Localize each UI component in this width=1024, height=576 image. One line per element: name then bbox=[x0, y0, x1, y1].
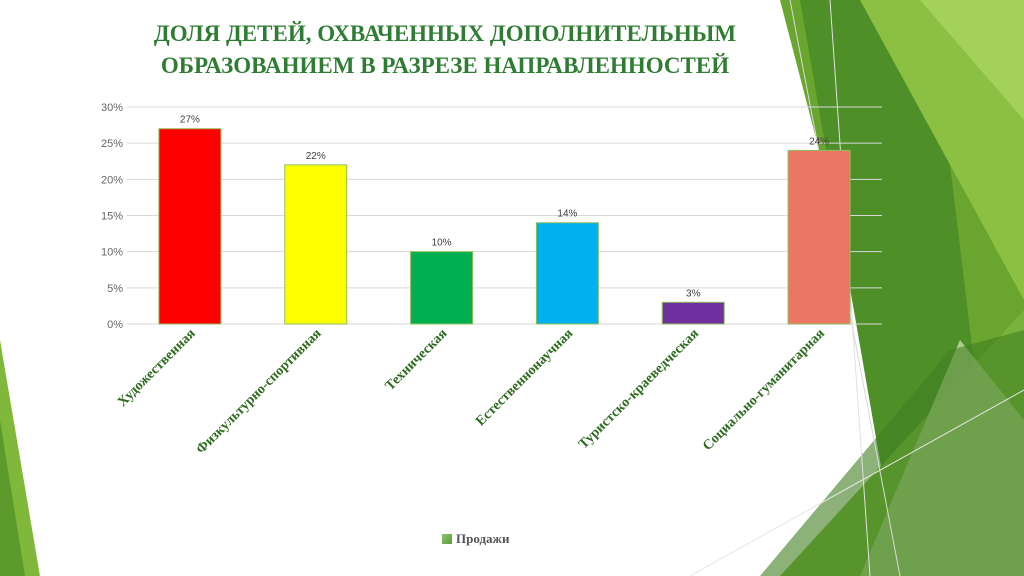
y-axis-ticks: 0% 5% 10% 15% 20% 25% 30% bbox=[101, 102, 123, 331]
data-label: 24% bbox=[809, 136, 829, 147]
y-tick-label: 0% bbox=[107, 319, 123, 331]
data-label: 27% bbox=[180, 115, 200, 126]
bar-6 bbox=[787, 149, 851, 325]
page-title: ДОЛЯ ДЕТЕЙ, ОХВАЧЕННЫХ ДОПОЛНИТЕЛЬНЫМ ОБ… bbox=[60, 18, 830, 82]
x-tick-label: Техническая bbox=[383, 326, 451, 394]
data-label: 10% bbox=[432, 238, 452, 249]
x-tick-label: Художественная bbox=[115, 326, 199, 410]
data-labels: 27% 22% 10% 14% 3% 24% bbox=[180, 115, 829, 300]
x-tick-label: Физкультурно-спортивная bbox=[194, 326, 325, 457]
y-tick-label: 10% bbox=[101, 247, 123, 259]
title-line-1: ДОЛЯ ДЕТЕЙ, ОХВАЧЕННЫХ ДОПОЛНИТЕЛЬНЫМ bbox=[153, 21, 737, 46]
bar-2 bbox=[284, 164, 348, 325]
bar-4 bbox=[535, 222, 599, 325]
legend-label: Продажи bbox=[456, 531, 510, 546]
title-line-2: ОБРАЗОВАНИЕМ В РАЗРЕЗЕ НАПРАВЛЕННОСТЕЙ bbox=[160, 53, 730, 78]
bars bbox=[158, 128, 851, 325]
x-tick-label: Естественнонаучная bbox=[473, 326, 576, 429]
data-label: 22% bbox=[306, 151, 326, 162]
data-label: 3% bbox=[686, 288, 701, 299]
grid-lines bbox=[127, 106, 882, 325]
y-tick-label: 30% bbox=[101, 102, 123, 114]
legend-swatch bbox=[442, 534, 452, 544]
data-label: 14% bbox=[557, 209, 577, 220]
bar-5 bbox=[661, 301, 725, 325]
chart-legend: Продажи bbox=[442, 531, 509, 547]
bar-1 bbox=[158, 128, 222, 325]
bar-3 bbox=[410, 251, 474, 325]
x-tick-label: Социально-гуманитарная bbox=[700, 326, 828, 454]
y-tick-label: 15% bbox=[101, 211, 123, 223]
x-tick-label: Туристско-краеведческая bbox=[576, 326, 702, 452]
y-tick-label: 25% bbox=[101, 138, 123, 150]
y-tick-label: 5% bbox=[107, 283, 123, 295]
y-tick-label: 20% bbox=[101, 174, 123, 186]
